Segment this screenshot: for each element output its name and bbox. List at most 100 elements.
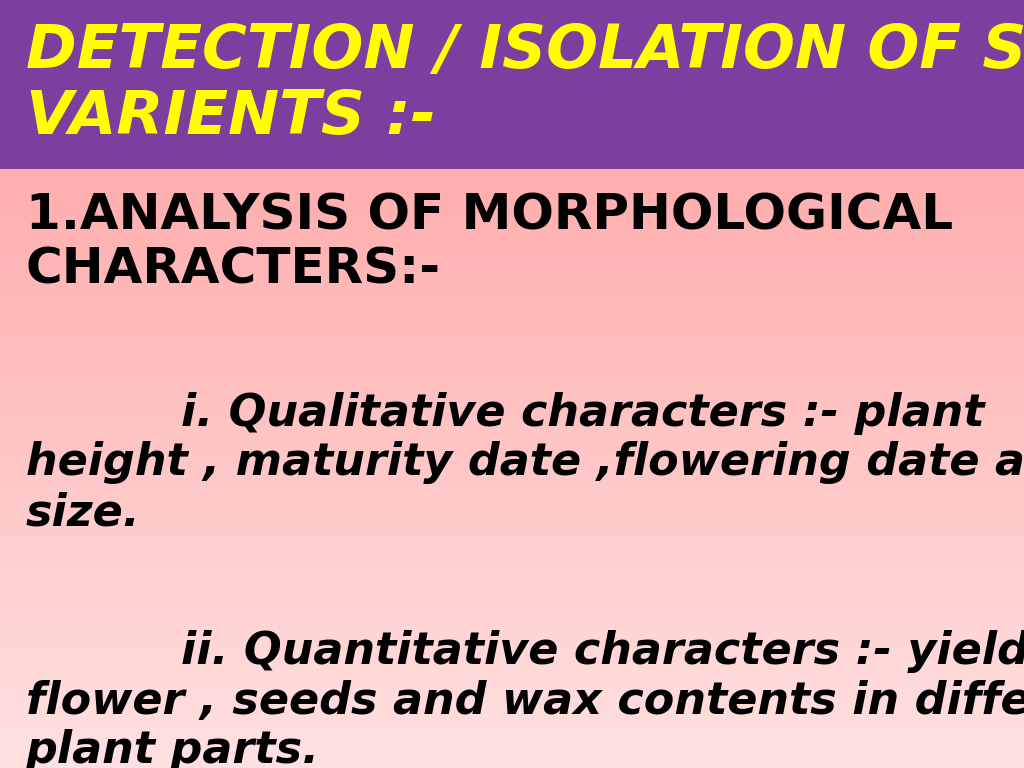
Bar	[0, 182, 1024, 185]
Bar	[0, 508, 1024, 511]
Bar	[0, 228, 1024, 231]
Bar	[0, 464, 1024, 466]
Bar	[0, 465, 1024, 468]
Bar	[0, 650, 1024, 652]
Bar	[0, 670, 1024, 672]
Bar	[0, 434, 1024, 436]
Bar	[0, 346, 1024, 349]
Bar	[0, 298, 1024, 301]
Bar	[0, 627, 1024, 631]
Bar	[0, 370, 1024, 372]
Bar	[0, 514, 1024, 516]
Bar	[0, 362, 1024, 365]
Bar	[0, 538, 1024, 541]
Bar	[0, 282, 1024, 285]
Bar	[0, 180, 1024, 183]
Bar	[0, 472, 1024, 475]
Bar	[0, 408, 1024, 411]
Bar	[0, 292, 1024, 295]
Bar	[0, 406, 1024, 409]
Bar	[0, 685, 1024, 688]
Bar	[0, 745, 1024, 748]
Bar	[0, 490, 1024, 492]
Bar	[0, 216, 1024, 219]
Bar	[0, 428, 1024, 431]
Bar	[0, 400, 1024, 402]
Bar	[0, 172, 1024, 175]
Bar	[0, 691, 1024, 694]
Bar	[0, 302, 1024, 305]
Bar	[0, 614, 1024, 616]
Bar	[0, 710, 1024, 712]
Bar	[0, 360, 1024, 362]
Bar	[0, 294, 1024, 296]
Bar	[0, 605, 1024, 608]
Bar	[0, 568, 1024, 571]
Bar	[0, 198, 1024, 201]
Bar	[0, 412, 1024, 415]
Bar	[0, 655, 1024, 658]
Bar	[0, 615, 1024, 618]
Bar	[0, 326, 1024, 329]
Bar	[0, 703, 1024, 706]
Bar	[0, 448, 1024, 451]
Bar	[0, 624, 1024, 626]
Bar	[0, 753, 1024, 756]
Bar	[0, 631, 1024, 634]
Bar	[0, 560, 1024, 562]
Bar	[0, 274, 1024, 276]
Bar	[0, 372, 1024, 375]
Bar	[0, 314, 1024, 316]
Bar	[0, 625, 1024, 628]
Bar	[0, 520, 1024, 522]
Bar	[0, 432, 1024, 435]
Bar	[0, 664, 1024, 666]
Bar	[0, 585, 1024, 588]
Bar	[0, 316, 1024, 319]
Bar	[0, 730, 1024, 732]
Bar	[0, 674, 1024, 676]
Bar	[0, 445, 1024, 449]
Bar	[0, 485, 1024, 488]
Bar	[0, 595, 1024, 598]
Bar	[0, 174, 1024, 177]
Bar	[0, 258, 1024, 261]
Bar	[0, 680, 1024, 682]
Bar	[0, 278, 1024, 281]
Bar	[0, 617, 1024, 621]
Bar	[0, 695, 1024, 698]
Bar	[0, 571, 1024, 574]
Bar	[0, 677, 1024, 680]
Bar	[0, 424, 1024, 426]
Bar	[0, 435, 1024, 439]
Bar	[0, 561, 1024, 564]
Bar	[0, 578, 1024, 581]
Bar	[0, 588, 1024, 591]
Bar	[0, 454, 1024, 456]
Bar	[0, 528, 1024, 531]
Bar	[0, 272, 1024, 275]
Bar	[0, 458, 1024, 461]
Bar	[0, 705, 1024, 708]
Bar	[0, 384, 1024, 386]
Bar	[0, 252, 1024, 255]
Bar	[0, 0, 1024, 169]
Bar	[0, 322, 1024, 325]
Bar	[0, 635, 1024, 638]
Bar	[0, 264, 1024, 266]
Bar	[0, 534, 1024, 536]
Bar	[0, 478, 1024, 481]
Bar	[0, 715, 1024, 718]
Bar	[0, 308, 1024, 311]
Text: i. Qualitative characters :- plant
height , maturity date ,flowering date and le: i. Qualitative characters :- plant heigh…	[26, 392, 1024, 535]
Bar	[0, 598, 1024, 601]
Bar	[0, 340, 1024, 343]
Bar	[0, 170, 1024, 173]
Bar	[0, 661, 1024, 664]
Bar	[0, 425, 1024, 429]
Bar	[0, 747, 1024, 750]
Bar	[0, 286, 1024, 289]
Bar	[0, 763, 1024, 766]
Bar	[0, 196, 1024, 199]
Bar	[0, 760, 1024, 762]
